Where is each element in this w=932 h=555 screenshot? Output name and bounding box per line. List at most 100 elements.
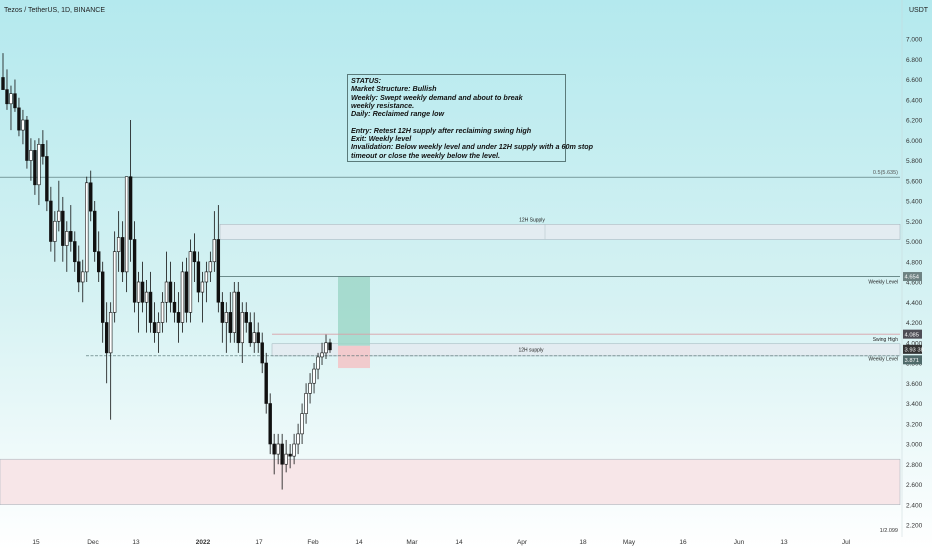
- price-tag: [903, 329, 922, 339]
- price-axis[interactable]: 7.000 6.800 6.600 6.400 6.200 6.000 5.800 5.600…: [901, 0, 923, 537]
- x-tick-label: 13: [132, 539, 140, 546]
- y-tick-label: 6.400: [906, 97, 923, 104]
- status-line: Entry: Retest 12H supply after reclaimin…: [351, 125, 532, 135]
- candle-body: [272, 443, 276, 455]
- candle-body: [284, 453, 288, 465]
- y-tick-label: 5.800: [906, 158, 923, 165]
- status-line: Market Structure: Bullish: [351, 84, 437, 94]
- x-tick-label: 18: [579, 539, 587, 546]
- candle-body: [296, 433, 300, 445]
- candle-body: [25, 119, 29, 161]
- zone-demand: [0, 458, 901, 505]
- x-tick-label: Jun: [734, 539, 745, 546]
- candle-body: [212, 239, 217, 263]
- candle-body: [49, 200, 53, 242]
- status-line: Invalidation: Below weekly level and und…: [351, 142, 594, 152]
- candle-body: [41, 144, 45, 157]
- price-tag: [903, 344, 922, 354]
- candle-body: [104, 322, 109, 354]
- candle-body: [136, 281, 141, 303]
- x-tick-label: 16: [679, 539, 687, 546]
- y-tick-label: 4.800: [906, 259, 923, 266]
- price-tag-text: 3.93 38: [905, 348, 924, 354]
- candle-body: [256, 332, 260, 344]
- price-tag: [903, 355, 922, 365]
- candle-body: [200, 281, 205, 293]
- y-tick-label: 2.600: [906, 482, 923, 489]
- candle-body: [324, 342, 328, 354]
- x-tick-label: 13: [780, 539, 788, 546]
- candle-body: [73, 241, 77, 263]
- candle-body: [240, 312, 244, 344]
- candle-body: [308, 382, 312, 394]
- y-tick-label: 3.200: [906, 421, 923, 428]
- candle-body: [152, 322, 157, 333]
- candle-body: [216, 239, 221, 303]
- candle-body: [53, 220, 57, 242]
- price-tag-text: 3.871: [905, 358, 920, 364]
- time-axis[interactable]: 15 Dec 13 2022 17 Feb 14 Mar 14 Apr 18 May 16 Jun 13 Ju…: [32, 539, 850, 546]
- status-line: Weekly: Swept weekly demand and about to…: [351, 92, 523, 102]
- candle-body: [168, 281, 173, 303]
- candle-body: [304, 393, 308, 414]
- price-tag-text: 4.085: [905, 332, 920, 338]
- candle-body: [97, 251, 101, 273]
- x-tick-label: Jul: [842, 539, 851, 546]
- level-label: Swing High: [873, 337, 899, 343]
- candle-body: [33, 150, 37, 186]
- x-tick-label: 14: [455, 539, 463, 546]
- y-tick-label: 5.400: [906, 199, 923, 206]
- candle-body: [61, 210, 65, 246]
- y-tick-label: 3.000: [906, 442, 923, 449]
- y-tick-label: 2.400: [906, 502, 923, 509]
- candle-body: [172, 301, 177, 313]
- zone-label: 12H Supply: [519, 217, 545, 223]
- price-tag-text: 4.654: [905, 275, 920, 281]
- status-line: timeout or close the weekly below the le…: [351, 150, 500, 160]
- y-tick-label: 6.800: [906, 57, 923, 64]
- candle-body: [81, 271, 85, 283]
- candle-body: [224, 312, 229, 323]
- y-tick-label: 2.200: [906, 523, 923, 530]
- level-label: Weekly Level: [868, 280, 898, 286]
- candle-body: [108, 312, 113, 354]
- candle-body: [316, 356, 320, 370]
- annotation-layer: 12H Supply 12H supply Weekly Level Swing Hi…: [518, 170, 923, 534]
- candles-layer: [1, 53, 332, 490]
- candle-body: [204, 271, 209, 283]
- levels-layer: [0, 176, 900, 357]
- y-tick-label: 4.400: [906, 300, 923, 307]
- level-label: 0.5(5.635): [873, 170, 898, 176]
- zone-supply: [219, 224, 901, 240]
- y-tick-label: 4.200: [906, 320, 923, 327]
- y-tick-label: 3.400: [906, 401, 923, 408]
- candle-body: [192, 251, 197, 263]
- candle-body: [196, 261, 201, 293]
- x-tick-label: 14: [355, 539, 363, 546]
- x-tick-label: Apr: [517, 539, 528, 546]
- position-target-zone: [338, 276, 370, 346]
- x-tick-label: Feb: [307, 539, 319, 546]
- candle-body: [112, 251, 117, 313]
- candle-body: [208, 261, 213, 273]
- candle-body: [45, 156, 49, 202]
- candle-body: [288, 453, 292, 457]
- candle-body: [85, 182, 89, 273]
- candle-body: [9, 93, 13, 105]
- zones-layer: [0, 224, 901, 505]
- candle-body: [248, 322, 252, 344]
- y-tick-label: 4.600: [906, 280, 923, 287]
- candle-body: [144, 291, 149, 303]
- candle-body: [37, 144, 41, 186]
- status-line: Daily: Reclaimed range low: [351, 109, 445, 119]
- x-tick-label: Mar: [406, 539, 418, 546]
- candle-body: [236, 291, 240, 344]
- candle-body: [176, 312, 181, 323]
- candle-body: [124, 176, 129, 273]
- price-tag: [903, 272, 922, 282]
- candle-body: [220, 301, 225, 323]
- candle-body: [93, 210, 97, 252]
- candle-body: [29, 150, 33, 161]
- y-tick-label: 7.000: [906, 37, 923, 44]
